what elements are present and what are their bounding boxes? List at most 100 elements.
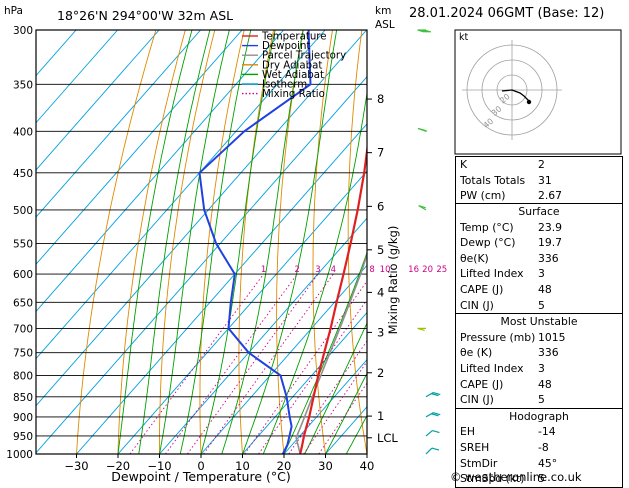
wind-barb-staff <box>426 393 433 397</box>
pressure-tick-label: 450 <box>13 168 33 180</box>
surface-value: 19.7 <box>538 235 562 251</box>
mixing-ratio-label: 3 <box>315 265 320 275</box>
pressure-tick-label: 500 <box>13 205 33 217</box>
wind-barb <box>426 413 440 417</box>
pressure-tick-label: 400 <box>13 126 33 138</box>
surface-label: θe(K) <box>460 251 489 267</box>
x-tick-label: −30 <box>64 459 88 473</box>
surface-row: θe(K) 336 <box>456 251 622 267</box>
surface-value: 3 <box>538 266 545 282</box>
surface-label: CIN (J) <box>460 298 494 314</box>
x-axis-title: Dewpoint / Temperature (°C) <box>111 469 290 484</box>
mu-value: 5 <box>538 392 545 408</box>
most-unstable-title: Most Unstable <box>456 313 622 330</box>
station-title: 18°26'N 294°00'W 32m ASL <box>57 8 233 23</box>
mu-row: CAPE (J)48 <box>456 377 622 393</box>
hodograph-table-title: Hodograph <box>456 408 622 425</box>
wet-adiabat-line <box>118 30 192 454</box>
mu-label: Lifted Index <box>460 361 524 377</box>
mu-row: θe (K) 336 <box>456 345 622 361</box>
surface-row: CIN (J) 5 <box>456 298 622 314</box>
mu-label: CIN (J) <box>460 392 494 408</box>
hodo-label: EH <box>460 424 475 440</box>
surface-label: Dewp (°C) <box>460 235 515 251</box>
index-value: 2.67 <box>538 188 562 204</box>
mu-label: CAPE (J) <box>460 377 503 393</box>
surface-label: Lifted Index <box>460 266 524 282</box>
wind-barb <box>418 328 426 330</box>
pressure-tick-label: 750 <box>13 348 33 360</box>
surface-title: Surface <box>456 204 622 220</box>
mixing-ratio-line <box>204 274 334 454</box>
surface-value: 48 <box>538 282 552 298</box>
pressure-tick-label: 650 <box>13 297 33 309</box>
index-label: K <box>460 157 467 173</box>
pressure-tick-label: 800 <box>13 370 33 382</box>
wind-barb <box>418 128 427 131</box>
index-value: 31 <box>538 173 552 189</box>
hodo-row: StmDir 45° <box>456 456 622 472</box>
dry-adiabat-line <box>160 30 215 454</box>
surface-panel: Surface Temp (°C)23.9 Dewp (°C) 19.7 θe(K… <box>455 203 623 488</box>
hodo-row: SREH -8 <box>456 440 622 456</box>
pressure-tick-label: 350 <box>13 79 33 91</box>
wind-barb-staff <box>426 413 433 417</box>
asl-unit-label: ASL <box>375 19 395 31</box>
mixing-ratio-label: 16 <box>408 265 419 275</box>
legend-label: Mixing Ratio <box>262 89 325 100</box>
index-row-pw: PW (cm) 2.67 <box>456 188 622 204</box>
index-label: PW (cm) <box>460 188 506 204</box>
km-tick-label: LCL <box>377 431 398 445</box>
pressure-tick-label: 1000 <box>6 449 33 461</box>
wind-barb <box>426 393 440 397</box>
hodograph-storm-motion <box>527 100 531 104</box>
wind-barb-staff <box>426 448 432 454</box>
mu-label: θe (K) <box>460 345 492 361</box>
hodo-value: -8 <box>538 440 549 456</box>
mu-row: CIN (J) 5 <box>456 392 622 408</box>
surface-value: 23.9 <box>538 220 562 236</box>
isotherm-line <box>35 30 408 454</box>
surface-label: CAPE (J) <box>460 282 503 298</box>
mixing-ratio-line <box>130 274 264 454</box>
x-tick-label: 40 <box>360 459 375 473</box>
mixing-ratio-label: 4 <box>331 265 336 275</box>
pressure-unit-label: hPa <box>4 5 23 17</box>
pressure-tick-label: 600 <box>13 269 33 281</box>
mixing-ratio-label: 8 <box>369 265 374 275</box>
hodo-row: EH-14 <box>456 424 622 440</box>
km-tick-label: 3 <box>377 325 384 339</box>
pressure-tick-label: 900 <box>13 412 33 424</box>
pressure-tick-label: 850 <box>13 392 33 404</box>
wind-barb-flag <box>432 431 439 433</box>
hodograph-unit-label: kt <box>459 32 469 43</box>
surface-value: 336 <box>538 251 559 267</box>
mixing-ratio-label: 1 <box>261 265 266 275</box>
hodo-value: 45° <box>538 456 557 472</box>
dry-adiabat-line <box>415 30 450 454</box>
pressure-tick-label: 300 <box>13 25 33 37</box>
mixing-ratio-label: 25 <box>436 265 447 275</box>
surface-row: Temp (°C)23.9 <box>456 220 622 236</box>
km-unit-label: km <box>375 5 391 17</box>
isotherm-line <box>0 30 76 454</box>
mu-value: 3 <box>538 361 545 377</box>
footer-credit[interactable]: © weatheronline.co.uk <box>450 470 582 484</box>
km-tick-label: 5 <box>377 243 384 257</box>
hodo-label: StmDir <box>460 456 497 472</box>
hodo-label: SREH <box>460 440 489 456</box>
surface-row: Dewp (°C) 19.7 <box>456 235 622 251</box>
surface-row: CAPE (J) 48 <box>456 282 622 298</box>
wind-barb <box>419 206 426 210</box>
mu-value: 336 <box>538 345 559 361</box>
km-tick-label: 7 <box>377 146 384 160</box>
date-title: 28.01.2024 06GMT (Base: 12) <box>409 6 604 21</box>
pressure-tick-label: 700 <box>13 323 33 335</box>
surface-value: 5 <box>538 298 545 314</box>
km-tick-label: 4 <box>377 285 384 299</box>
mixing-ratio-axis-title: Mixing Ratio (g/kg) <box>386 226 400 335</box>
pressure-tick-label: 550 <box>13 239 33 251</box>
